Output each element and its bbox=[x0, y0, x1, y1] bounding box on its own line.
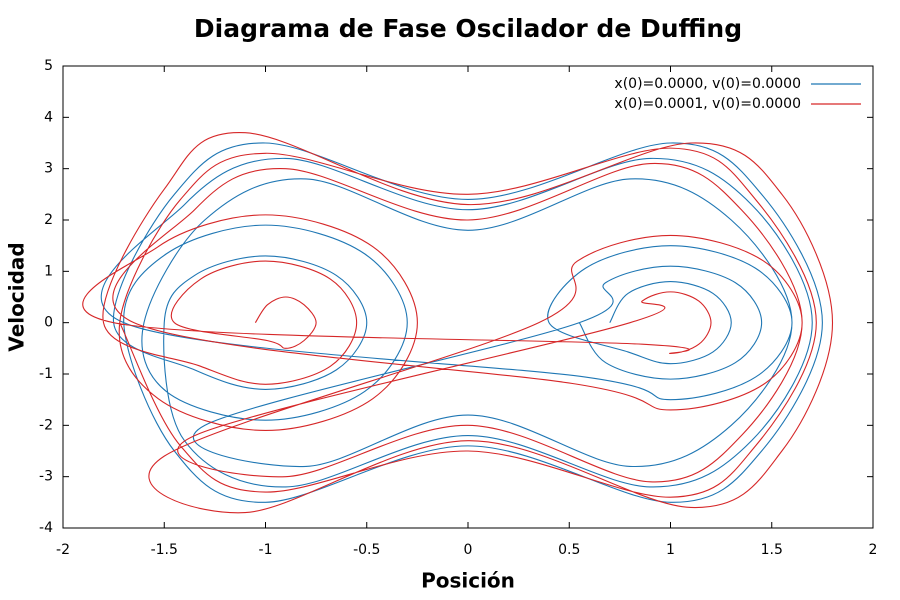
y-tick-label: 2 bbox=[44, 212, 53, 228]
plot-frame bbox=[62, 65, 874, 529]
legend-label: x(0)=0.0001, v(0)=0.0000 bbox=[614, 96, 801, 112]
x-tick-label: -2 bbox=[56, 542, 70, 558]
x-tick-label: -0.5 bbox=[353, 542, 380, 558]
x-axis-label: Posición bbox=[421, 569, 515, 593]
y-axis-label: Velocidad bbox=[5, 242, 29, 351]
y-tick-label: -4 bbox=[39, 520, 53, 536]
chart-title: Diagrama de Fase Oscilador de Duffing bbox=[194, 14, 742, 43]
x-tick-label: 2 bbox=[869, 542, 878, 558]
y-tick-label: 5 bbox=[44, 58, 53, 74]
legend-label: x(0)=0.0000, v(0)=0.0000 bbox=[614, 76, 801, 92]
x-tick-label: 0.5 bbox=[558, 542, 580, 558]
y-tick-label: -3 bbox=[39, 469, 53, 485]
x-tick-label: 1 bbox=[666, 542, 675, 558]
x-tick-label: -1 bbox=[259, 542, 273, 558]
y-tick-label: 0 bbox=[44, 315, 53, 331]
y-tick-label: 1 bbox=[44, 263, 53, 279]
y-tick-label: 4 bbox=[44, 109, 53, 125]
y-tick-label: -2 bbox=[39, 417, 53, 433]
x-tick-label: 1.5 bbox=[761, 542, 783, 558]
x-tick-label: 0 bbox=[464, 542, 473, 558]
x-tick-label: -1.5 bbox=[151, 542, 178, 558]
y-tick-label: -1 bbox=[39, 366, 53, 382]
series-line bbox=[82, 132, 834, 514]
series-line bbox=[100, 142, 823, 503]
y-tick-label: 3 bbox=[44, 161, 53, 177]
